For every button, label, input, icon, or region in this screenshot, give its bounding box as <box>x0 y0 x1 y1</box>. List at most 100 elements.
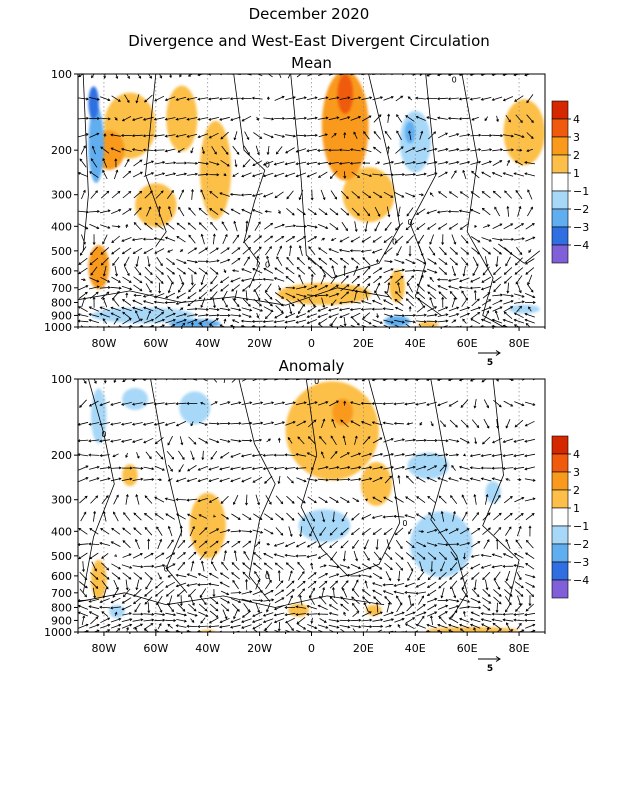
x-tick-label: 60W <box>143 642 168 655</box>
y-tick-label: 300 <box>51 494 72 507</box>
x-tick-label: 60E <box>457 642 478 655</box>
x-tick-label: 20E <box>353 642 374 655</box>
x-tick-label: 40W <box>195 337 220 350</box>
colorbar-label: −4 <box>573 574 589 587</box>
contour-label: 0 <box>402 519 407 528</box>
y-tick-label: 400 <box>51 525 72 538</box>
colorbar-label: 1 <box>573 167 580 180</box>
contour-label: 0 <box>392 238 397 247</box>
colorbar-label: 3 <box>573 466 580 479</box>
y-tick-label: 100 <box>51 68 72 81</box>
shaded-region <box>200 121 231 220</box>
x-tick-label: 0 <box>308 337 315 350</box>
anomaly-panel: Anomaly000001002003004005006007008009001… <box>44 357 589 674</box>
x-tick-label: 40E <box>405 642 426 655</box>
panel-title: Anomaly <box>279 357 345 375</box>
y-tick-label: 400 <box>51 220 72 233</box>
colorbar-swatch <box>552 526 568 544</box>
y-tick-label: 800 <box>51 296 72 309</box>
colorbar-label: −1 <box>573 520 589 533</box>
y-tick-label: 800 <box>51 601 72 614</box>
colorbar-label: −4 <box>573 239 589 252</box>
colorbar-swatch <box>552 101 568 119</box>
colorbar-swatch <box>552 544 568 562</box>
shaded-region <box>190 493 226 559</box>
colorbar-swatch <box>552 155 568 173</box>
y-tick-label: 100 <box>51 373 72 386</box>
colorbar: 4 3 2 1 −1 −2 −3 −4 <box>552 436 589 598</box>
contour-label: 0 <box>265 260 270 269</box>
colorbar-label: 3 <box>573 131 580 144</box>
colorbar-label: −2 <box>573 538 589 551</box>
colorbar-swatch <box>552 173 568 191</box>
x-tick-label: 80W <box>92 337 117 350</box>
x-tick-label: 20E <box>353 337 374 350</box>
x-tick-label: 20W <box>247 337 272 350</box>
y-tick-label: 700 <box>51 587 72 600</box>
x-tick-label: 40W <box>195 642 220 655</box>
shaded-region <box>299 509 351 542</box>
colorbar-label: 4 <box>573 113 580 126</box>
x-tick-label: 60E <box>457 337 478 350</box>
x-tick-label: 40E <box>405 337 426 350</box>
shaded-region <box>509 305 540 314</box>
y-tick-label: 500 <box>51 245 72 258</box>
contour-label: 0 <box>452 75 457 84</box>
y-tick-label: 300 <box>51 189 72 202</box>
panel-title: Mean <box>291 54 332 72</box>
y-tick-label: 700 <box>51 282 72 295</box>
contour-label: 0 <box>265 161 270 170</box>
y-tick-label: 600 <box>51 570 72 583</box>
shaded-region <box>179 391 210 424</box>
contour-label: 0 <box>265 572 270 581</box>
x-tick-label: 60W <box>143 337 168 350</box>
shaded-region <box>503 99 545 165</box>
shaded-region <box>337 74 353 114</box>
shaded-region <box>286 381 379 480</box>
colorbar-swatch <box>552 191 568 209</box>
figure-subtitle: Divergence and West-East Divergent Circu… <box>128 32 490 50</box>
colorbar-swatch <box>552 580 568 598</box>
shaded-region <box>366 605 382 616</box>
shaded-region <box>88 86 98 119</box>
colorbar-swatch <box>552 436 568 454</box>
shaded-region <box>109 605 125 618</box>
colorbar-swatch <box>552 119 568 137</box>
colorbar-swatch <box>552 562 568 580</box>
colorbar-label: −3 <box>573 556 589 569</box>
colorbar-label: −3 <box>573 221 589 234</box>
colorbar-label: −2 <box>573 203 589 216</box>
y-tick-label: 600 <box>51 265 72 278</box>
reference-vector-label: 5 <box>487 664 493 674</box>
x-tick-label: 20W <box>247 642 272 655</box>
colorbar-label: 2 <box>573 149 580 162</box>
colorbar-label: 1 <box>573 502 580 515</box>
figure-title: December 2020 <box>249 5 370 23</box>
shaded-region <box>407 452 449 478</box>
colorbar: 4 3 2 1 −1 −2 −3 −4 <box>552 101 589 263</box>
colorbar-label: 4 <box>573 448 580 461</box>
colorbar-swatch <box>552 137 568 155</box>
plot-area: 0 0 0 0 0 <box>78 70 545 332</box>
colorbar-swatch <box>552 245 568 263</box>
colorbar-swatch <box>552 508 568 526</box>
colorbar-swatch <box>552 490 568 508</box>
y-tick-label: 200 <box>51 144 72 157</box>
shaded-region <box>122 464 138 486</box>
colorbar-swatch <box>552 227 568 245</box>
colorbar-label: −1 <box>573 185 589 198</box>
y-tick-label: 1000 <box>44 321 72 334</box>
mean-panel: Mean000001002003004005006007008009001000… <box>44 54 589 368</box>
contour-label: 0 <box>101 430 106 439</box>
y-tick-label: 200 <box>51 449 72 462</box>
colorbar-label: 2 <box>573 484 580 497</box>
x-tick-label: 0 <box>308 642 315 655</box>
x-tick-label: 80W <box>92 642 117 655</box>
x-tick-label: 80E <box>509 337 530 350</box>
y-tick-label: 500 <box>51 550 72 563</box>
reference-vector-label: 5 <box>487 358 493 368</box>
contour-label: 0 <box>408 218 413 227</box>
